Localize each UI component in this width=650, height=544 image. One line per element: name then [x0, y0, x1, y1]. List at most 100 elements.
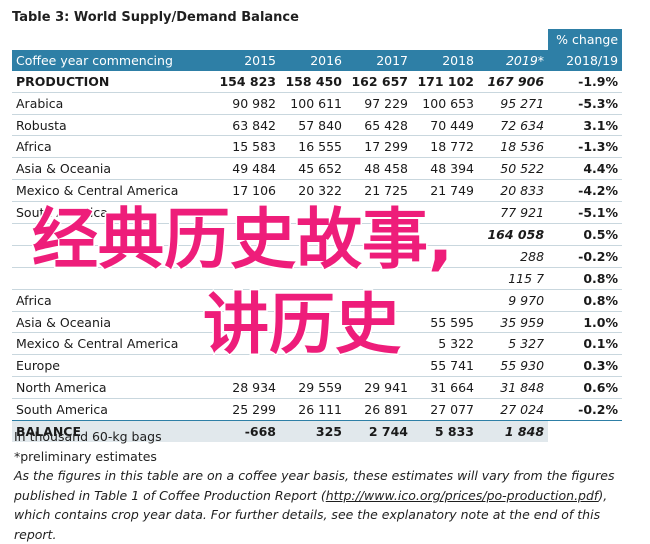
- table-cell: [346, 245, 412, 268]
- table-cell: [412, 245, 478, 268]
- table-cell: 5 327: [478, 332, 549, 356]
- table-cell: 65 428: [346, 114, 412, 137]
- table-cell: 9 970: [478, 289, 549, 312]
- balance-cell: 1 848: [478, 420, 549, 442]
- table-cell: 55 930: [478, 354, 549, 378]
- row-label: Africa: [12, 135, 200, 159]
- table-cell: [346, 332, 412, 356]
- pct-change-cell: 0.6%: [548, 376, 623, 400]
- table-row: Africa 9 970 0.8%: [12, 289, 623, 312]
- table-cell: 45 652: [280, 157, 346, 181]
- table-cell: 55 741: [412, 354, 478, 378]
- report-link[interactable]: http://www.ico.org/prices/po-production.…: [325, 487, 599, 503]
- table-row: Robusta 63 842 57 840 65 428 70 449 72 634 3.1…: [12, 114, 623, 137]
- table-cell: [280, 201, 346, 225]
- year-header: 2018: [412, 49, 478, 71]
- year-header: 2015: [200, 49, 280, 71]
- table-cell: [412, 223, 478, 246]
- pct-change-cell: -1.3%: [548, 135, 623, 159]
- table-row: 115 7 0.8%: [12, 267, 623, 290]
- row-label: South America: [12, 201, 200, 225]
- table-cell: [200, 332, 280, 356]
- table-cell: 164 058: [478, 223, 549, 246]
- balance-cell: 5 833: [412, 420, 478, 442]
- pct-change-label: % change: [548, 29, 623, 50]
- pct-period-header: 2018/19: [548, 49, 623, 71]
- table-cell: 21 749: [412, 179, 478, 203]
- table-cell: 162 657: [346, 70, 412, 93]
- pct-change-cell: 0.8%: [548, 289, 623, 312]
- table-cell: 31 848: [478, 376, 549, 400]
- table-row: PRODUCTION 154 823 158 450 162 657 171 102 16…: [12, 70, 623, 93]
- row-label: Asia & Oceania: [12, 157, 200, 181]
- table-cell: 26 891: [346, 398, 412, 422]
- table-cell: [280, 311, 346, 334]
- table-row: Mexico & Central America 17 106 20 322 21 7…: [12, 179, 623, 203]
- table-cell: [200, 267, 280, 290]
- table-cell: 63 842: [200, 114, 280, 137]
- row-label: [12, 267, 200, 290]
- table-cell: [346, 289, 412, 312]
- table-cell: 77 921: [478, 201, 549, 225]
- pct-change-cell: 1.0%: [548, 311, 623, 334]
- table-cell: [280, 267, 346, 290]
- table-cell: 27 024: [478, 398, 549, 422]
- row-label: [12, 245, 200, 268]
- table-cell: [280, 289, 346, 312]
- pct-change-cell: 0.5%: [548, 223, 623, 246]
- table-cell: 17 299: [346, 135, 412, 159]
- table-cell: [412, 267, 478, 290]
- prelim-note: *preliminary estimates: [14, 448, 157, 464]
- table-row: South America 77 921 -5.1%: [12, 201, 623, 225]
- year-header: 2017: [346, 49, 412, 71]
- table-cell: 97 229: [346, 92, 412, 115]
- source-note-text: As the figures in this table are on a co…: [14, 468, 615, 503]
- table-cell: 29 559: [280, 376, 346, 400]
- table-row: Asia & Oceania 49 484 45 652 48 458 48 394 50…: [12, 157, 623, 181]
- supply-demand-table: % change Coffee year commencing 2015 201…: [12, 29, 623, 442]
- row-label: Arabica: [12, 92, 200, 115]
- table-cell: 49 484: [200, 157, 280, 181]
- table-cell: [412, 201, 478, 225]
- row-label: Europe: [12, 354, 200, 378]
- table-cell: 27 077: [412, 398, 478, 422]
- pct-change-cell: 3.1%: [548, 114, 623, 137]
- table-cell: 167 906: [478, 70, 549, 93]
- table-title: Table 3: World Supply/Demand Balance: [12, 10, 299, 25]
- table-row: Europe 55 741 55 930 0.3%: [12, 354, 623, 378]
- units-note: In thousand 60-kg bags: [14, 429, 162, 444]
- table-cell: [200, 354, 280, 378]
- table-cell: 17 106: [200, 179, 280, 203]
- row-label: [12, 223, 200, 246]
- table-cell: [280, 223, 346, 246]
- table-cell: [200, 201, 280, 225]
- table-row: 164 058 0.5%: [12, 223, 623, 246]
- table-cell: 28 934: [200, 376, 280, 400]
- table-cell: 288: [478, 245, 549, 268]
- row-label: Africa: [12, 289, 200, 312]
- table-cell: [346, 311, 412, 334]
- row-label: PRODUCTION: [12, 70, 200, 93]
- table-row: Arabica 90 982 100 611 97 229 100 653 95 271-…: [12, 92, 623, 115]
- table-cell: 18 536: [478, 135, 549, 159]
- table-cell: 100 653: [412, 92, 478, 115]
- balance-row: BALANCE -668 325 2 744 5 833 1 848: [12, 420, 623, 442]
- table-cell: 158 450: [280, 70, 346, 93]
- balance-label: BALANCE: [12, 420, 200, 442]
- pct-change-cell: 4.4%: [548, 157, 623, 181]
- table-cell: [280, 332, 346, 356]
- table-cell: 35 959: [478, 311, 549, 334]
- table-cell: 20 833: [478, 179, 549, 203]
- table-row: South America 25 299 26 111 26 891 27 077 27 …: [12, 398, 623, 422]
- table-cell: [200, 223, 280, 246]
- table-cell: 70 449: [412, 114, 478, 137]
- pct-change-cell: -0.2%: [548, 245, 623, 268]
- year-header: 2016: [280, 49, 346, 71]
- table-cell: 16 555: [280, 135, 346, 159]
- table-cell: 154 823: [200, 70, 280, 93]
- pct-change-cell: -5.1%: [548, 201, 623, 225]
- table-row: Mexico & Central America 5 322 5 327 0.1%: [12, 332, 623, 356]
- row-label: Asia & Oceania: [12, 311, 200, 334]
- table-cell: 20 322: [280, 179, 346, 203]
- table-cell: 5 322: [412, 332, 478, 356]
